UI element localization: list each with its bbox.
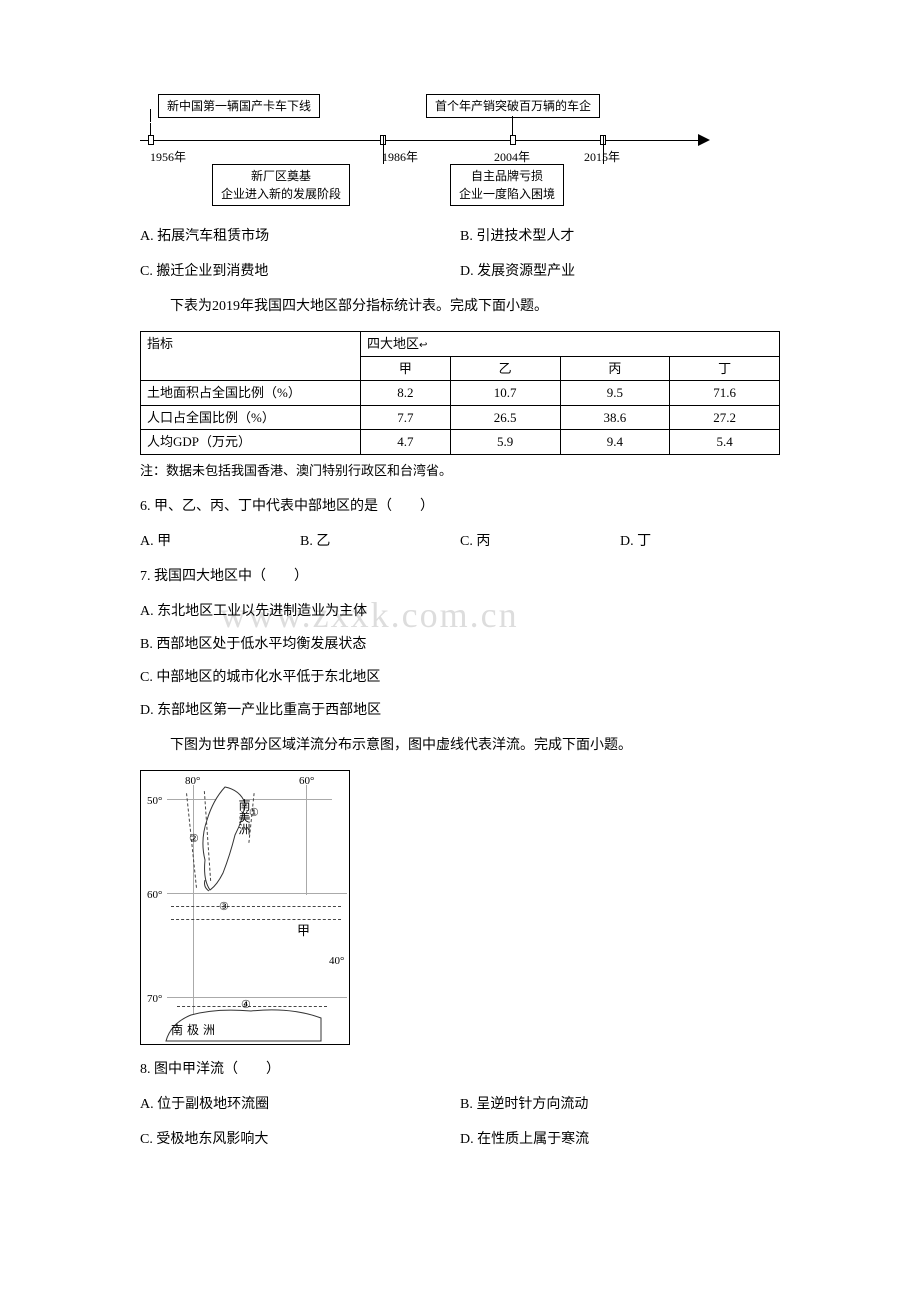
table-cell: 10.7 [450,381,560,406]
timeline-top-left-box: 新中国第一辆国产卡车下线 [158,94,320,118]
ocean-current-map: 80° 60° 40° 50° 60° 70° 南美洲 南极洲 ① ② ③ ④ … [140,770,350,1045]
table-header-regions: 四大地区↩ [361,332,780,357]
map-lat-label: 50° [147,793,162,810]
map-marker-2: ② [189,831,199,848]
table-row-label: 人口占全国比例（%） [141,405,361,430]
table-row-label: 土地面积占全国比例（%） [141,381,361,406]
regions-data-table: 指标 四大地区↩ 甲 乙 丙 丁 土地面积占全国比例（%） 8.2 10.7 9… [140,331,780,455]
timeline-diagram: 新中国第一辆国产卡车下线 首个年产销突破百万辆的车企 1956年 1986年 2… [140,100,720,206]
table-row: 人均GDP（万元） 4.7 5.9 9.4 5.4 [141,430,780,455]
q8-option-b: B. 呈逆时针方向流动 [460,1094,780,1115]
table-note: 注：数据未包括我国香港、澳门特别行政区和台湾省。 [140,461,780,481]
table-row-label: 人均GDP（万元） [141,430,361,455]
timeline-bottom-left-l1: 新厂区奠基 [251,169,311,183]
map-lat-label: 60° [147,887,162,904]
table-col-header: 甲 [361,356,451,381]
q5-option-c: C. 搬迁企业到消费地 [140,261,460,282]
q7-option-a: A. 东北地区工业以先进制造业为主体 [140,601,780,622]
table-cell: 8.2 [361,381,451,406]
table-cell: 27.2 [670,405,780,430]
map-jia-label: 甲 [297,921,310,941]
table-cell: 71.6 [670,381,780,406]
q7-option-d: D. 东部地区第一产业比重高于西部地区 [140,700,780,721]
q6-option-d: D. 丁 [620,531,780,552]
map-marker-3: ③ [219,899,229,916]
map-marker-4: ④ [241,997,251,1014]
q5-option-d: D. 发展资源型产业 [460,261,780,282]
table-intro-text: 下表为2019年我国四大地区部分指标统计表。完成下面小题。 [170,296,780,317]
q6-option-a: A. 甲 [140,531,300,552]
table-cell: 5.9 [450,430,560,455]
table-cell: 9.5 [560,381,670,406]
table-cell: 5.4 [670,430,780,455]
q8-stem: 8. 图中甲洋流（ ） [140,1059,780,1080]
table-cell: 7.7 [361,405,451,430]
q8-options-row1: A. 位于副极地环流圈 B. 呈逆时针方向流动 [140,1094,780,1115]
table-cell: 4.7 [361,430,451,455]
table-cell: 38.6 [560,405,670,430]
table-cell: 26.5 [450,405,560,430]
table-row: 人口占全国比例（%） 7.7 26.5 38.6 27.2 [141,405,780,430]
timeline-bottom-left-l2: 企业进入新的发展阶段 [221,187,341,201]
table-col-header: 丁 [670,356,780,381]
q6-option-b: B. 乙 [300,531,460,552]
q5-option-b: B. 引进技术型人才 [460,226,780,247]
q8-option-d: D. 在性质上属于寒流 [460,1129,780,1150]
q6-options: A. 甲 B. 乙 C. 丙 D. 丁 [140,531,780,552]
table-col-header: 丙 [560,356,670,381]
map-antarctica-label: 南极洲 [171,1021,219,1039]
q6-stem: 6. 甲、乙、丙、丁中代表中部地区的是（ ） [140,496,780,517]
table-header-indicator: 指标 [141,332,361,381]
map-intro-text: 下图为世界部分区域洋流分布示意图，图中虚线代表洋流。完成下面小题。 [170,735,780,756]
q5-options-row1: A. 拓展汽车租赁市场 B. 引进技术型人才 [140,226,780,247]
map-marker-1: ① [249,805,259,822]
q8-option-c: C. 受极地东风影响大 [140,1129,460,1150]
q8-options-row2: C. 受极地东风影响大 D. 在性质上属于寒流 [140,1129,780,1150]
q5-option-a: A. 拓展汽车租赁市场 [140,226,460,247]
timeline-bottom-right-box: 自主品牌亏损 企业一度陷入困境 [450,164,564,206]
timeline-top-right-box: 首个年产销突破百万辆的车企 [426,94,600,118]
q8-option-a: A. 位于副极地环流圈 [140,1094,460,1115]
q7-option-b: B. 西部地区处于低水平均衡发展状态 [140,634,780,655]
timeline-bottom-right-l1: 自主品牌亏损 [471,169,543,183]
timeline-bottom-right-l2: 企业一度陷入困境 [459,187,555,201]
q6-option-c: C. 丙 [460,531,620,552]
table-col-header: 乙 [450,356,560,381]
table-cell: 9.4 [560,430,670,455]
q5-options-row2: C. 搬迁企业到消费地 D. 发展资源型产业 [140,261,780,282]
q7-stem: 7. 我国四大地区中（ ） [140,566,780,587]
timeline-axis: 1956年 1986年 2004年 2015年 [140,124,720,158]
timeline-bottom-left-box: 新厂区奠基 企业进入新的发展阶段 [212,164,350,206]
map-lon-label: 40° [329,953,344,970]
table-row: 土地面积占全国比例（%） 8.2 10.7 9.5 71.6 [141,381,780,406]
q7-option-c: C. 中部地区的城市化水平低于东北地区 [140,667,780,688]
